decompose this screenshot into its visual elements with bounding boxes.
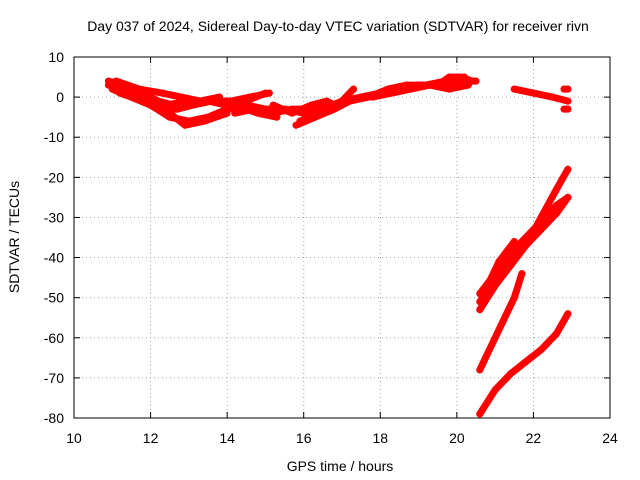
series-trace-11 xyxy=(296,85,357,125)
ticks xyxy=(73,56,611,419)
x-tick-label: 12 xyxy=(143,430,159,446)
data-point xyxy=(506,370,514,378)
data-point xyxy=(349,85,357,93)
data-point xyxy=(476,366,484,374)
data-point xyxy=(434,81,442,89)
x-tick-label: 14 xyxy=(219,430,235,446)
data-point xyxy=(426,81,434,89)
data-point xyxy=(564,97,572,105)
data-point xyxy=(323,97,331,105)
data-point xyxy=(506,262,514,270)
data-point xyxy=(487,342,495,350)
data-point xyxy=(564,105,572,113)
data-point xyxy=(522,358,530,366)
series-trace-13 xyxy=(434,73,476,89)
y-tick-label: -30 xyxy=(44,209,64,225)
data-point xyxy=(162,101,170,109)
data-point xyxy=(334,101,342,109)
data-point xyxy=(369,93,377,101)
data-point xyxy=(231,109,239,117)
x-tick-label: 20 xyxy=(449,430,465,446)
y-tick-label: -60 xyxy=(44,330,64,346)
data-point xyxy=(476,306,484,314)
y-tick-label: -80 xyxy=(44,410,64,426)
chart-title: Day 037 of 2024, Sidereal Day-to-day VTE… xyxy=(87,18,589,34)
data-point xyxy=(457,73,465,81)
data-point xyxy=(250,105,258,113)
data-point xyxy=(552,330,560,338)
data-point xyxy=(510,238,518,246)
data-point xyxy=(476,410,484,418)
x-axis-label: GPS time / hours xyxy=(287,458,394,474)
data-point xyxy=(196,97,204,105)
y-axis-label: SDTVAR / TECUs xyxy=(6,181,22,293)
data-point xyxy=(181,121,189,129)
plot-frame xyxy=(73,56,611,419)
data-point xyxy=(445,73,453,81)
x-tick-label: 24 xyxy=(602,430,618,446)
data-point xyxy=(518,270,526,278)
x-tick-labels: 10 12 14 16 18 20 22 24 xyxy=(66,430,618,446)
data-point xyxy=(468,77,476,85)
data-point xyxy=(499,318,507,326)
y-tick-label: 10 xyxy=(48,49,64,65)
data-point xyxy=(552,209,560,217)
data-point xyxy=(135,85,143,93)
data-point xyxy=(166,109,174,117)
data-point xyxy=(265,89,273,97)
data-point xyxy=(564,165,572,173)
data-point xyxy=(215,93,223,101)
data-point xyxy=(307,101,315,109)
data-point xyxy=(491,386,499,394)
x-tick-label: 22 xyxy=(526,430,542,446)
y-tick-labels: 10 0 -10 -20 -30 -40 -50 -60 -70 -80 xyxy=(44,49,64,426)
data-point xyxy=(158,89,166,97)
data-point xyxy=(480,290,488,298)
data-point xyxy=(246,93,254,101)
data-point xyxy=(522,242,530,250)
data-point xyxy=(296,117,304,125)
x-tick-label: 18 xyxy=(372,430,388,446)
y-tick-label: -50 xyxy=(44,290,64,306)
data-point xyxy=(537,213,545,221)
data-point xyxy=(537,346,545,354)
data-point xyxy=(269,101,277,109)
data-point xyxy=(564,310,572,318)
y-tick-label: -70 xyxy=(44,370,64,386)
series-layer xyxy=(104,73,572,418)
data-point xyxy=(388,89,396,97)
data-point xyxy=(223,105,231,113)
y-tick-label: 0 xyxy=(56,89,64,105)
series-trace-14 xyxy=(510,85,572,105)
data-point xyxy=(139,97,147,105)
y-tick-label: -20 xyxy=(44,169,64,185)
data-point xyxy=(288,109,296,117)
data-point xyxy=(510,294,518,302)
data-point xyxy=(112,77,120,85)
data-point xyxy=(564,85,572,93)
data-point xyxy=(200,117,208,125)
x-tick-label: 16 xyxy=(296,430,312,446)
data-point xyxy=(529,89,537,97)
data-point xyxy=(315,109,323,117)
data-point xyxy=(269,109,277,117)
data-point xyxy=(445,85,453,93)
data-point xyxy=(177,93,185,101)
data-point xyxy=(491,282,499,290)
y-tick-label: -10 xyxy=(44,129,64,145)
data-point xyxy=(510,85,518,93)
data-point xyxy=(361,93,369,101)
y-tick-label: -40 xyxy=(44,250,64,266)
x-tick-label: 10 xyxy=(66,430,82,446)
data-point xyxy=(116,89,124,97)
data-point xyxy=(549,93,557,101)
data-point xyxy=(495,258,503,266)
data-point xyxy=(173,105,181,113)
data-point xyxy=(564,193,572,201)
data-point xyxy=(552,185,560,193)
data-point xyxy=(407,85,415,93)
